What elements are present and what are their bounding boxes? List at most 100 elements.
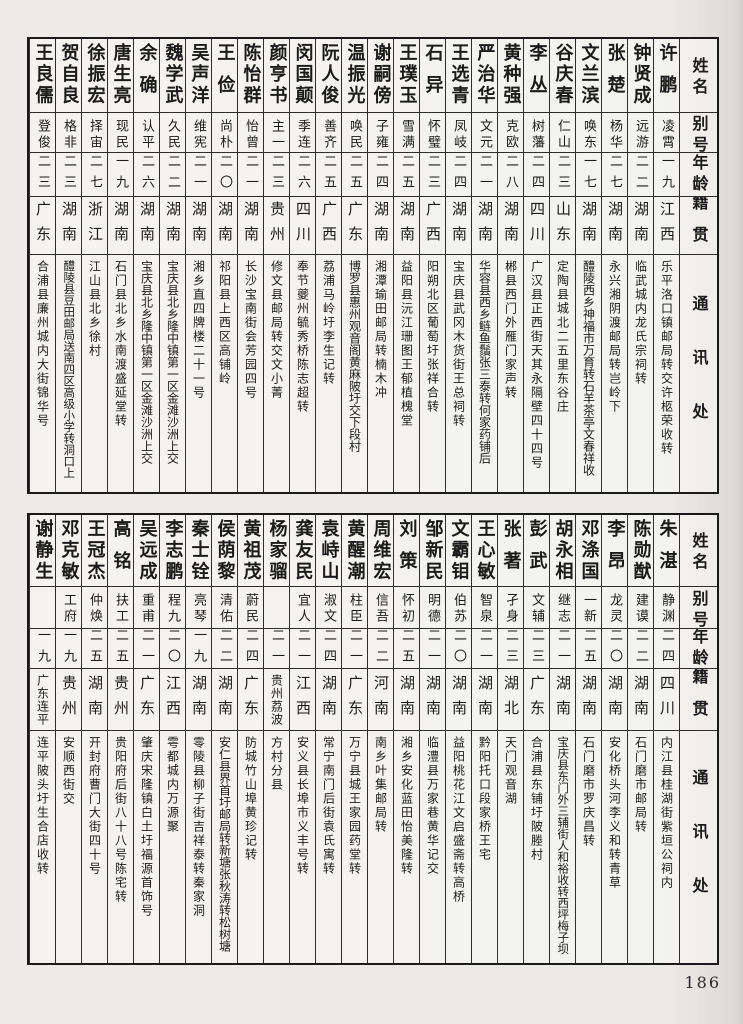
entry-column: 严治华 文元 二一 湖南 华容县西乡鲢鱼鬚张三泰转何家药铺后 <box>471 39 497 492</box>
age-text: 二五 <box>87 628 102 668</box>
age-cell: 二二 <box>628 628 653 668</box>
origin-cell: 江西 <box>160 668 185 730</box>
origin-cell: 湖南 <box>160 196 185 254</box>
age-text: 二〇 <box>607 628 622 668</box>
age-cell: 二七 <box>602 152 627 196</box>
age-cell: 二一 <box>238 152 263 196</box>
column-header-label: 年龄 <box>689 153 709 196</box>
name-cell: 彭武 <box>524 515 549 586</box>
name-cell: 谢静生 <box>30 515 55 586</box>
origin-text: 贵州荔波 <box>269 673 284 726</box>
column-header-age: 年龄 <box>680 628 717 668</box>
alias-text: 信吾 <box>373 593 388 625</box>
origin-text: 贵州 <box>112 674 130 725</box>
addr-cell: 临武城内龙氏宗祠转 <box>628 254 653 492</box>
name-cell: 王选青 <box>446 39 471 112</box>
entry-column: 石异 怀璧 二三 广西 阳朔北区葡萄圩张祥合转 <box>419 39 445 492</box>
name-text: 王良儒 <box>32 43 54 107</box>
age-text: 二四 <box>451 153 466 196</box>
name-text: 陈勋猷 <box>630 519 652 583</box>
alias-text: 认平 <box>139 119 154 151</box>
name-cell: 王俭 <box>212 39 237 112</box>
age-cell: 一九 <box>56 628 81 668</box>
entry-column: 文霸钼 伯苏 二〇 湖南 益阳桃花江文启盛斋转高桥 <box>445 515 471 963</box>
name-cell: 朱湛 <box>654 515 679 586</box>
alias-text: 孑身 <box>503 593 518 625</box>
addr-text: 安仁县界首圩邮局转新塘张秋涛转松树塘 <box>217 736 232 952</box>
origin-text: 湖南 <box>60 200 78 251</box>
entry-column: 王璞玉 雪满 二五 湖南 益阳县沅江珊图王郁植槐堂 <box>393 39 419 492</box>
alias-cell: 维宪 <box>186 112 211 152</box>
addr-text: 湘潭瑜田邮局转楠木冲 <box>373 260 388 400</box>
origin-cell: 贵州 <box>108 668 133 730</box>
alias-cell: 唤民 <box>342 112 367 152</box>
age-text: 一七 <box>581 153 596 196</box>
alias-text: 格非 <box>61 119 76 151</box>
age-text: 二六 <box>295 153 310 196</box>
alias-text: 怀初 <box>399 593 414 625</box>
name-cell: 高铭 <box>108 515 133 586</box>
alias-text: 唤东 <box>581 119 596 151</box>
age-cell: 二二 <box>212 628 237 668</box>
age-text: 二〇 <box>451 628 466 668</box>
name-text: 闵国颠 <box>292 43 314 107</box>
age-cell: 二五 <box>394 628 419 668</box>
column-header-name: 姓名 <box>680 515 717 586</box>
addr-cell: 益阳桃花江文启盛斋转高桥 <box>446 730 471 963</box>
column-header-label: 通讯处 <box>689 768 709 931</box>
alias-text: 蔚民 <box>243 593 258 625</box>
addr-text: 临澧县万家巷黄华记交 <box>425 736 440 876</box>
origin-cell: 湖南 <box>446 668 471 730</box>
origin-cell: 贵州 <box>56 668 81 730</box>
name-text: 李昂 <box>604 519 626 583</box>
origin-text: 广东 <box>34 200 52 251</box>
alias-text: 仲焕 <box>87 593 102 625</box>
header-column: 姓名 别号 年龄 籍贯 通讯处 <box>679 515 717 963</box>
origin-cell: 广东 <box>134 668 159 730</box>
addr-cell: 郴县西门外雁门家声转 <box>498 254 523 492</box>
alias-cell <box>30 586 55 628</box>
alias-cell: 认平 <box>134 112 159 152</box>
origin-text: 湖南 <box>216 674 234 725</box>
name-cell: 李昂 <box>602 515 627 586</box>
origin-cell: 四川 <box>524 196 549 254</box>
addr-text: 华容县西乡鲢鱼鬚张三泰转何家药铺后 <box>477 260 492 464</box>
origin-cell: 湖南 <box>602 196 627 254</box>
entry-column: 许鹏 凌霄 一九 江西 乐平洛口镇邮局转交许柩荣收转 <box>653 39 679 492</box>
entry-column: 贺自良 格非 二三 湖南 醴陵县豆田邮局送南四区高级小学转洞口上 <box>55 39 81 492</box>
origin-text: 湖南 <box>606 674 624 725</box>
name-text: 陈怡群 <box>240 43 262 107</box>
age-cell: 二一 <box>472 628 497 668</box>
alias-cell: 克欧 <box>498 112 523 152</box>
origin-text: 湖南 <box>502 200 520 251</box>
age-cell: 一七 <box>576 152 601 196</box>
alias-cell: 怀璧 <box>420 112 445 152</box>
age-text: 二〇 <box>165 628 180 668</box>
addr-cell: 修文县邮局转交文小菁 <box>264 254 289 492</box>
name-text: 黄祖茂 <box>240 519 262 583</box>
column-header-name: 姓名 <box>680 39 717 112</box>
alias-text: 季连 <box>295 119 310 151</box>
name-text: 魏学武 <box>162 43 184 107</box>
age-text: 二五 <box>581 628 596 668</box>
origin-text: 湖南 <box>190 674 208 725</box>
origin-text: 山东 <box>554 200 572 251</box>
addr-cell: 方村分县 <box>264 730 289 963</box>
alias-text: 明德 <box>425 593 440 625</box>
addr-text: 安义县长埠市义丰号转 <box>295 736 310 876</box>
alias-cell: 继志 <box>550 586 575 628</box>
age-cell: 二三 <box>498 628 523 668</box>
name-text: 许鹏 <box>656 43 678 107</box>
addr-text: 连平陂头圩生合店收转 <box>35 736 50 876</box>
addr-text: 零陵县柳子街吉祥泰转秦家洞 <box>191 736 206 918</box>
addr-cell: 定陶县城北二五里东谷庄 <box>550 254 575 492</box>
entry-column: 黄种强 克欧 二八 湖南 郴县西门外雁门家声转 <box>497 39 523 492</box>
age-text: 二三 <box>61 153 76 196</box>
age-cell: 二二 <box>628 152 653 196</box>
alias-cell: 唤东 <box>576 112 601 152</box>
addr-text: 临武城内龙氏宗祠转 <box>633 260 648 386</box>
name-text: 张著 <box>500 519 522 583</box>
addr-text: 石门磨市罗庆昌转 <box>581 736 596 848</box>
name-text: 余确 <box>136 43 158 107</box>
age-text: 二四 <box>529 153 544 196</box>
